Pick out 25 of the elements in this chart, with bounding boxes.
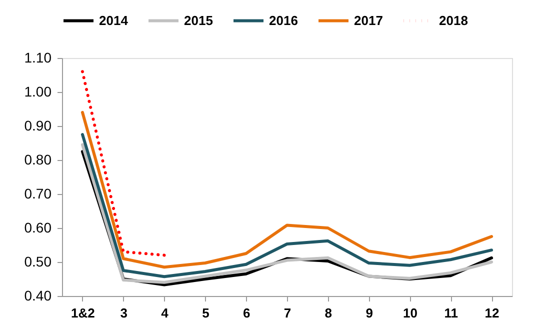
x-tick-label: 9 — [366, 306, 373, 320]
x-tick-label: 12 — [484, 306, 500, 320]
y-tick-label: 0.80 — [24, 152, 52, 168]
x-tick-label: 4 — [161, 306, 170, 320]
y-tick-label: 0.90 — [24, 118, 52, 134]
x-tick-label: 1&2 — [71, 306, 95, 320]
legend-label: 2016 — [269, 12, 298, 28]
x-tick-label: 8 — [324, 306, 332, 320]
y-tick-label: 0.60 — [24, 220, 52, 236]
x-tick-label: 7 — [284, 306, 292, 320]
legend-label: 2015 — [184, 12, 213, 28]
x-tick-label: 11 — [444, 306, 458, 320]
x-tick-label: 10 — [402, 306, 418, 320]
y-tick-label: 0.70 — [24, 186, 52, 202]
x-tick-label: 3 — [120, 306, 128, 320]
legend-label: 2014 — [99, 12, 129, 28]
legend-label: 2017 — [354, 12, 383, 28]
x-tick-label: 5 — [202, 306, 210, 320]
x-tick-label: 6 — [242, 306, 250, 320]
y-tick-label: 0.50 — [24, 254, 52, 270]
y-tick-label: 1.10 — [24, 50, 52, 66]
y-tick-label: 1.00 — [24, 84, 52, 100]
line-series — [80, 110, 494, 269]
y-tick-label: 0.40 — [24, 288, 52, 304]
legend-label: 2018 — [439, 12, 468, 28]
